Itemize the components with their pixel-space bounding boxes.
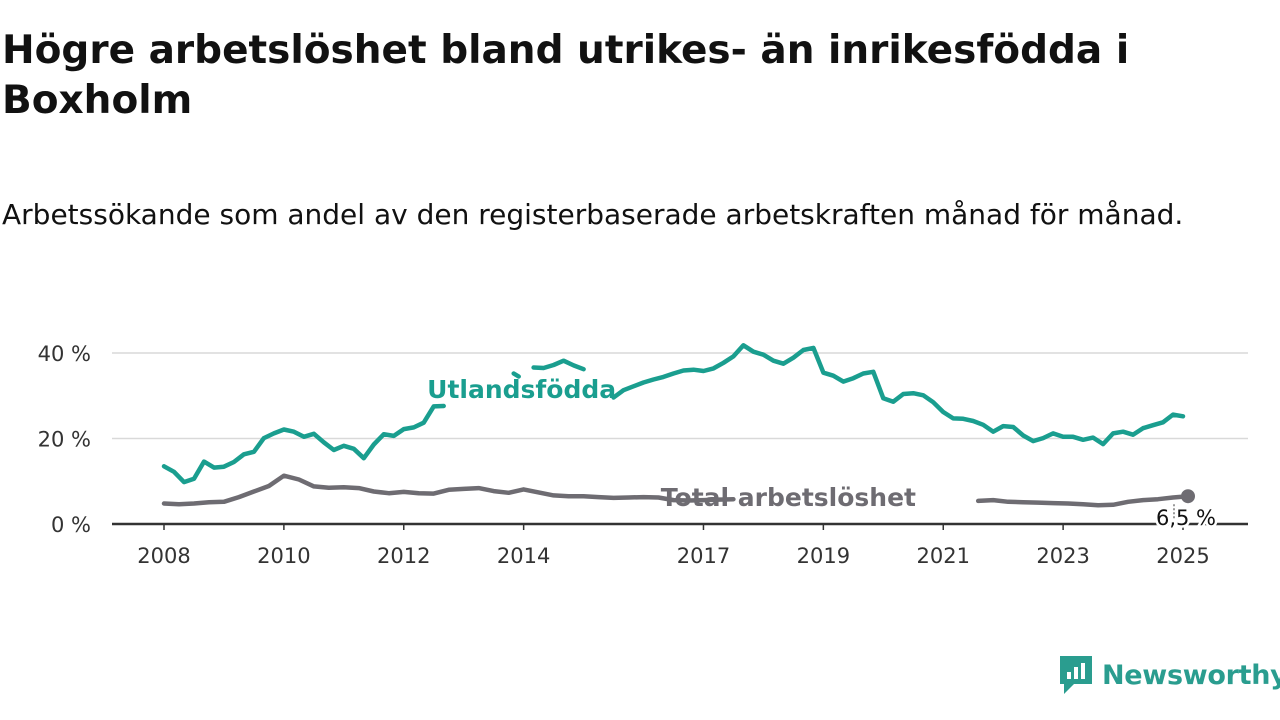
y-tick-label: 40 % [38, 342, 91, 366]
x-tick-label: 2023 [1036, 544, 1089, 568]
x-tick-label: 2008 [137, 544, 190, 568]
x-tick-label: 2012 [377, 544, 430, 568]
brand-name: Newsworthy [1102, 659, 1280, 691]
y-tick-label: 20 % [38, 428, 91, 452]
x-tick-label: 2010 [257, 544, 310, 568]
x-tick-label: 2017 [677, 544, 730, 568]
last-value-label: 6,5 % [1156, 506, 1216, 530]
series-line [161, 473, 1191, 508]
x-tick-label: 2014 [497, 544, 550, 568]
x-tick-label: 2019 [797, 544, 850, 568]
newsworthy-logo: Newsworthy [1058, 654, 1280, 696]
series-label: Total arbetslöshet [661, 483, 916, 512]
x-tick-label: 2021 [917, 544, 970, 568]
newsworthy-logo-icon [1060, 656, 1092, 694]
end-point-marker [1180, 489, 1195, 504]
chart-title: Högre arbetslöshet bland utrikes- än inr… [2, 28, 1130, 123]
series-label: Utlandsfödda [427, 375, 616, 404]
series-line [161, 343, 1186, 485]
y-tick-label: 0 % [51, 513, 91, 537]
x-tick-label: 2025 [1156, 544, 1209, 568]
chart-subtitle: Arbetssökande som andel av den registerb… [2, 198, 1184, 231]
